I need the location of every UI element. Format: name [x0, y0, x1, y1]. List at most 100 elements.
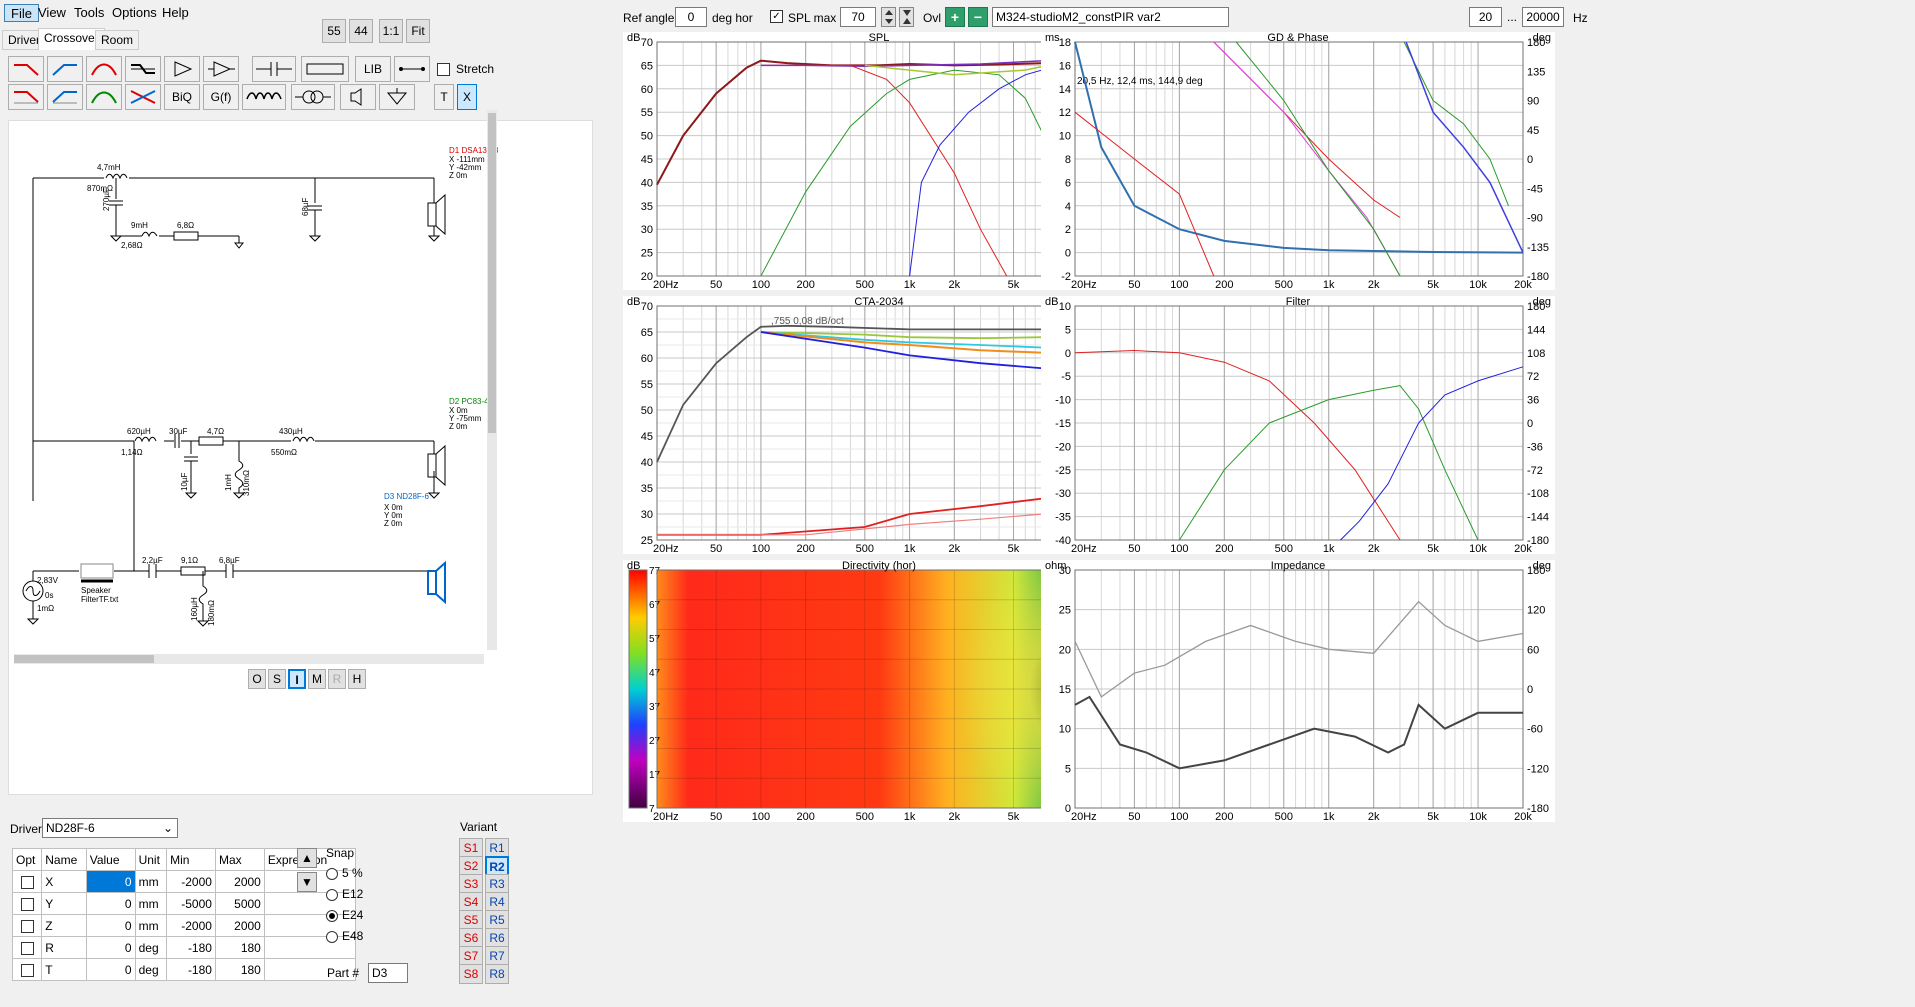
- lowpass-red-tool[interactable]: [8, 56, 44, 82]
- library-button[interactable]: LIB: [355, 56, 391, 82]
- opt-checkbox[interactable]: [20, 963, 34, 977]
- cell-expression[interactable]: [263, 958, 357, 981]
- spl-max-checkbox[interactable]: ✓: [770, 9, 783, 24]
- variant-r-button[interactable]: R2: [485, 856, 509, 876]
- variant-r-button[interactable]: R1: [485, 838, 509, 858]
- zoom-field-2[interactable]: 44: [349, 19, 373, 43]
- variant-s-button[interactable]: S1: [459, 838, 483, 858]
- highpass-shift-tool[interactable]: [47, 84, 83, 110]
- x-tick-label: 200: [1215, 279, 1233, 290]
- move-down-button[interactable]: ▼: [297, 872, 317, 892]
- menu-bar: File View Tools Options Help: [0, 0, 620, 26]
- cell-value[interactable]: 0: [85, 914, 136, 937]
- transformer-tool[interactable]: [291, 84, 335, 110]
- variant-s-button[interactable]: S2: [459, 856, 483, 876]
- freq-max-input[interactable]: 20000: [1522, 7, 1564, 27]
- variant-s-button[interactable]: S3: [459, 874, 483, 894]
- snap-option[interactable]: 5 %: [326, 866, 363, 880]
- wire-tool[interactable]: [394, 56, 430, 82]
- filter-graph[interactable]: 10 5 0 -5 -10 -15 -20 -25 -30 -35 -40 180 144 108 72 36…: [1041, 296, 1555, 554]
- menu-options[interactable]: Options: [112, 5, 157, 20]
- zoom-field-1[interactable]: 55: [322, 19, 346, 43]
- table-row[interactable]: X 0 mm -2000 2000: [11, 870, 357, 893]
- bandpass-green-tool[interactable]: [86, 84, 122, 110]
- move-up-button[interactable]: ▲: [297, 848, 317, 868]
- opt-checkbox[interactable]: [20, 875, 34, 889]
- freq-min-input[interactable]: 20: [1469, 7, 1502, 27]
- ref-angle-input[interactable]: 0: [675, 7, 707, 27]
- d2x-label: X 0m: [449, 406, 468, 415]
- amplifier-tool[interactable]: [164, 56, 200, 82]
- stretch-checkbox[interactable]: [437, 62, 450, 77]
- variant-r-button[interactable]: R6: [485, 928, 509, 948]
- menu-view[interactable]: View: [38, 5, 66, 20]
- zoom-1to1-button[interactable]: 1:1: [379, 19, 403, 43]
- part-number-field[interactable]: D3: [368, 963, 408, 983]
- shelf-tool[interactable]: [125, 56, 161, 82]
- variant-r-button[interactable]: R3: [485, 874, 509, 894]
- snap-option[interactable]: E24: [326, 908, 363, 922]
- highpass-blue-tool[interactable]: [47, 56, 83, 82]
- remove-overlay-button[interactable]: −: [968, 7, 988, 27]
- variant-r-button[interactable]: R7: [485, 946, 509, 966]
- tab-crossover[interactable]: Crossover: [38, 28, 105, 50]
- variant-s-button[interactable]: S6: [459, 928, 483, 948]
- mode-button-m[interactable]: M: [308, 669, 326, 689]
- variant-s-button[interactable]: S5: [459, 910, 483, 930]
- capacitor-tool[interactable]: [252, 56, 296, 82]
- cell-value[interactable]: 0: [85, 892, 136, 915]
- menu-help[interactable]: Help: [162, 5, 189, 20]
- variant-r-button[interactable]: R5: [485, 910, 509, 930]
- delete-tool[interactable]: X: [457, 84, 477, 110]
- cell-value[interactable]: 0: [85, 936, 136, 959]
- opamp-tool[interactable]: [203, 56, 239, 82]
- add-overlay-button[interactable]: +: [945, 7, 965, 27]
- spl-max-label: SPL max: [788, 11, 837, 25]
- inductor-tool[interactable]: [242, 84, 286, 110]
- mode-button-i[interactable]: I: [288, 669, 306, 689]
- spl-max-input[interactable]: 70: [840, 7, 876, 27]
- variant-r-button[interactable]: R8: [485, 964, 509, 984]
- spl-step-button[interactable]: [899, 7, 914, 27]
- biquad-button[interactable]: BiQ: [164, 84, 200, 110]
- opt-checkbox[interactable]: [20, 919, 34, 933]
- cell-value[interactable]: 0: [85, 958, 136, 981]
- menu-tools[interactable]: Tools: [74, 5, 105, 20]
- spl-spin-button[interactable]: [881, 7, 896, 27]
- bandpass-red-tool[interactable]: [86, 56, 122, 82]
- impedance-graph[interactable]: 30 25 20 15 10 5 0 180 120 60 0 -60 -120 -180 20Hz 50 10…: [1041, 560, 1555, 822]
- table-row[interactable]: T 0 deg -180 180: [11, 958, 357, 981]
- mode-button-s[interactable]: S: [268, 669, 286, 689]
- variant-s-button[interactable]: S7: [459, 946, 483, 966]
- tab-room[interactable]: Room: [95, 30, 140, 50]
- variant-s-button[interactable]: S4: [459, 892, 483, 912]
- menu-file[interactable]: File: [4, 4, 39, 22]
- opt-checkbox[interactable]: [20, 941, 34, 955]
- transfer-function-button[interactable]: G(f): [203, 84, 239, 110]
- overlay-name-field[interactable]: M324-studioM2_constPIR var2: [992, 7, 1229, 27]
- table-row[interactable]: Z 0 mm -2000 2000: [11, 914, 357, 937]
- table-row[interactable]: Y 0 mm -5000 5000: [11, 892, 357, 915]
- crossover-tool[interactable]: [125, 84, 161, 110]
- text-tool[interactable]: T: [434, 84, 454, 110]
- schematic-vscrollbar[interactable]: [487, 110, 497, 650]
- opt-checkbox[interactable]: [20, 897, 34, 911]
- schematic-hscrollbar[interactable]: [14, 654, 484, 664]
- variant-s-button[interactable]: S8: [459, 964, 483, 984]
- ground-tool[interactable]: [379, 84, 415, 110]
- schematic-canvas[interactable]: 4,7mH 870mΩ 270µF 9mH 2,68Ω 6,8Ω 68µF D1…: [8, 120, 593, 795]
- speaker-tool[interactable]: [340, 84, 376, 110]
- table-row[interactable]: R 0 deg -180 180: [11, 936, 357, 959]
- driver-select[interactable]: ND28F-6 ⌄: [42, 818, 178, 838]
- zoom-fit-button[interactable]: Fit: [406, 19, 430, 43]
- mode-button-r[interactable]: R: [328, 669, 346, 689]
- snap-option[interactable]: E48: [326, 929, 363, 943]
- variant-r-button[interactable]: R4: [485, 892, 509, 912]
- gd-phase-graph-panel[interactable]: 18 16 14 12 10 8 6 4 2 0 -2 180 135 90 45 0 -45 -90 -135 -1…: [1041, 32, 1555, 290]
- mode-button-o[interactable]: O: [248, 669, 266, 689]
- resistor-tool[interactable]: [301, 56, 349, 82]
- lowpass-shift-tool[interactable]: [8, 84, 44, 110]
- mode-button-h[interactable]: H: [348, 669, 366, 689]
- cell-value[interactable]: 0: [85, 870, 136, 893]
- snap-option[interactable]: E12: [326, 887, 363, 901]
